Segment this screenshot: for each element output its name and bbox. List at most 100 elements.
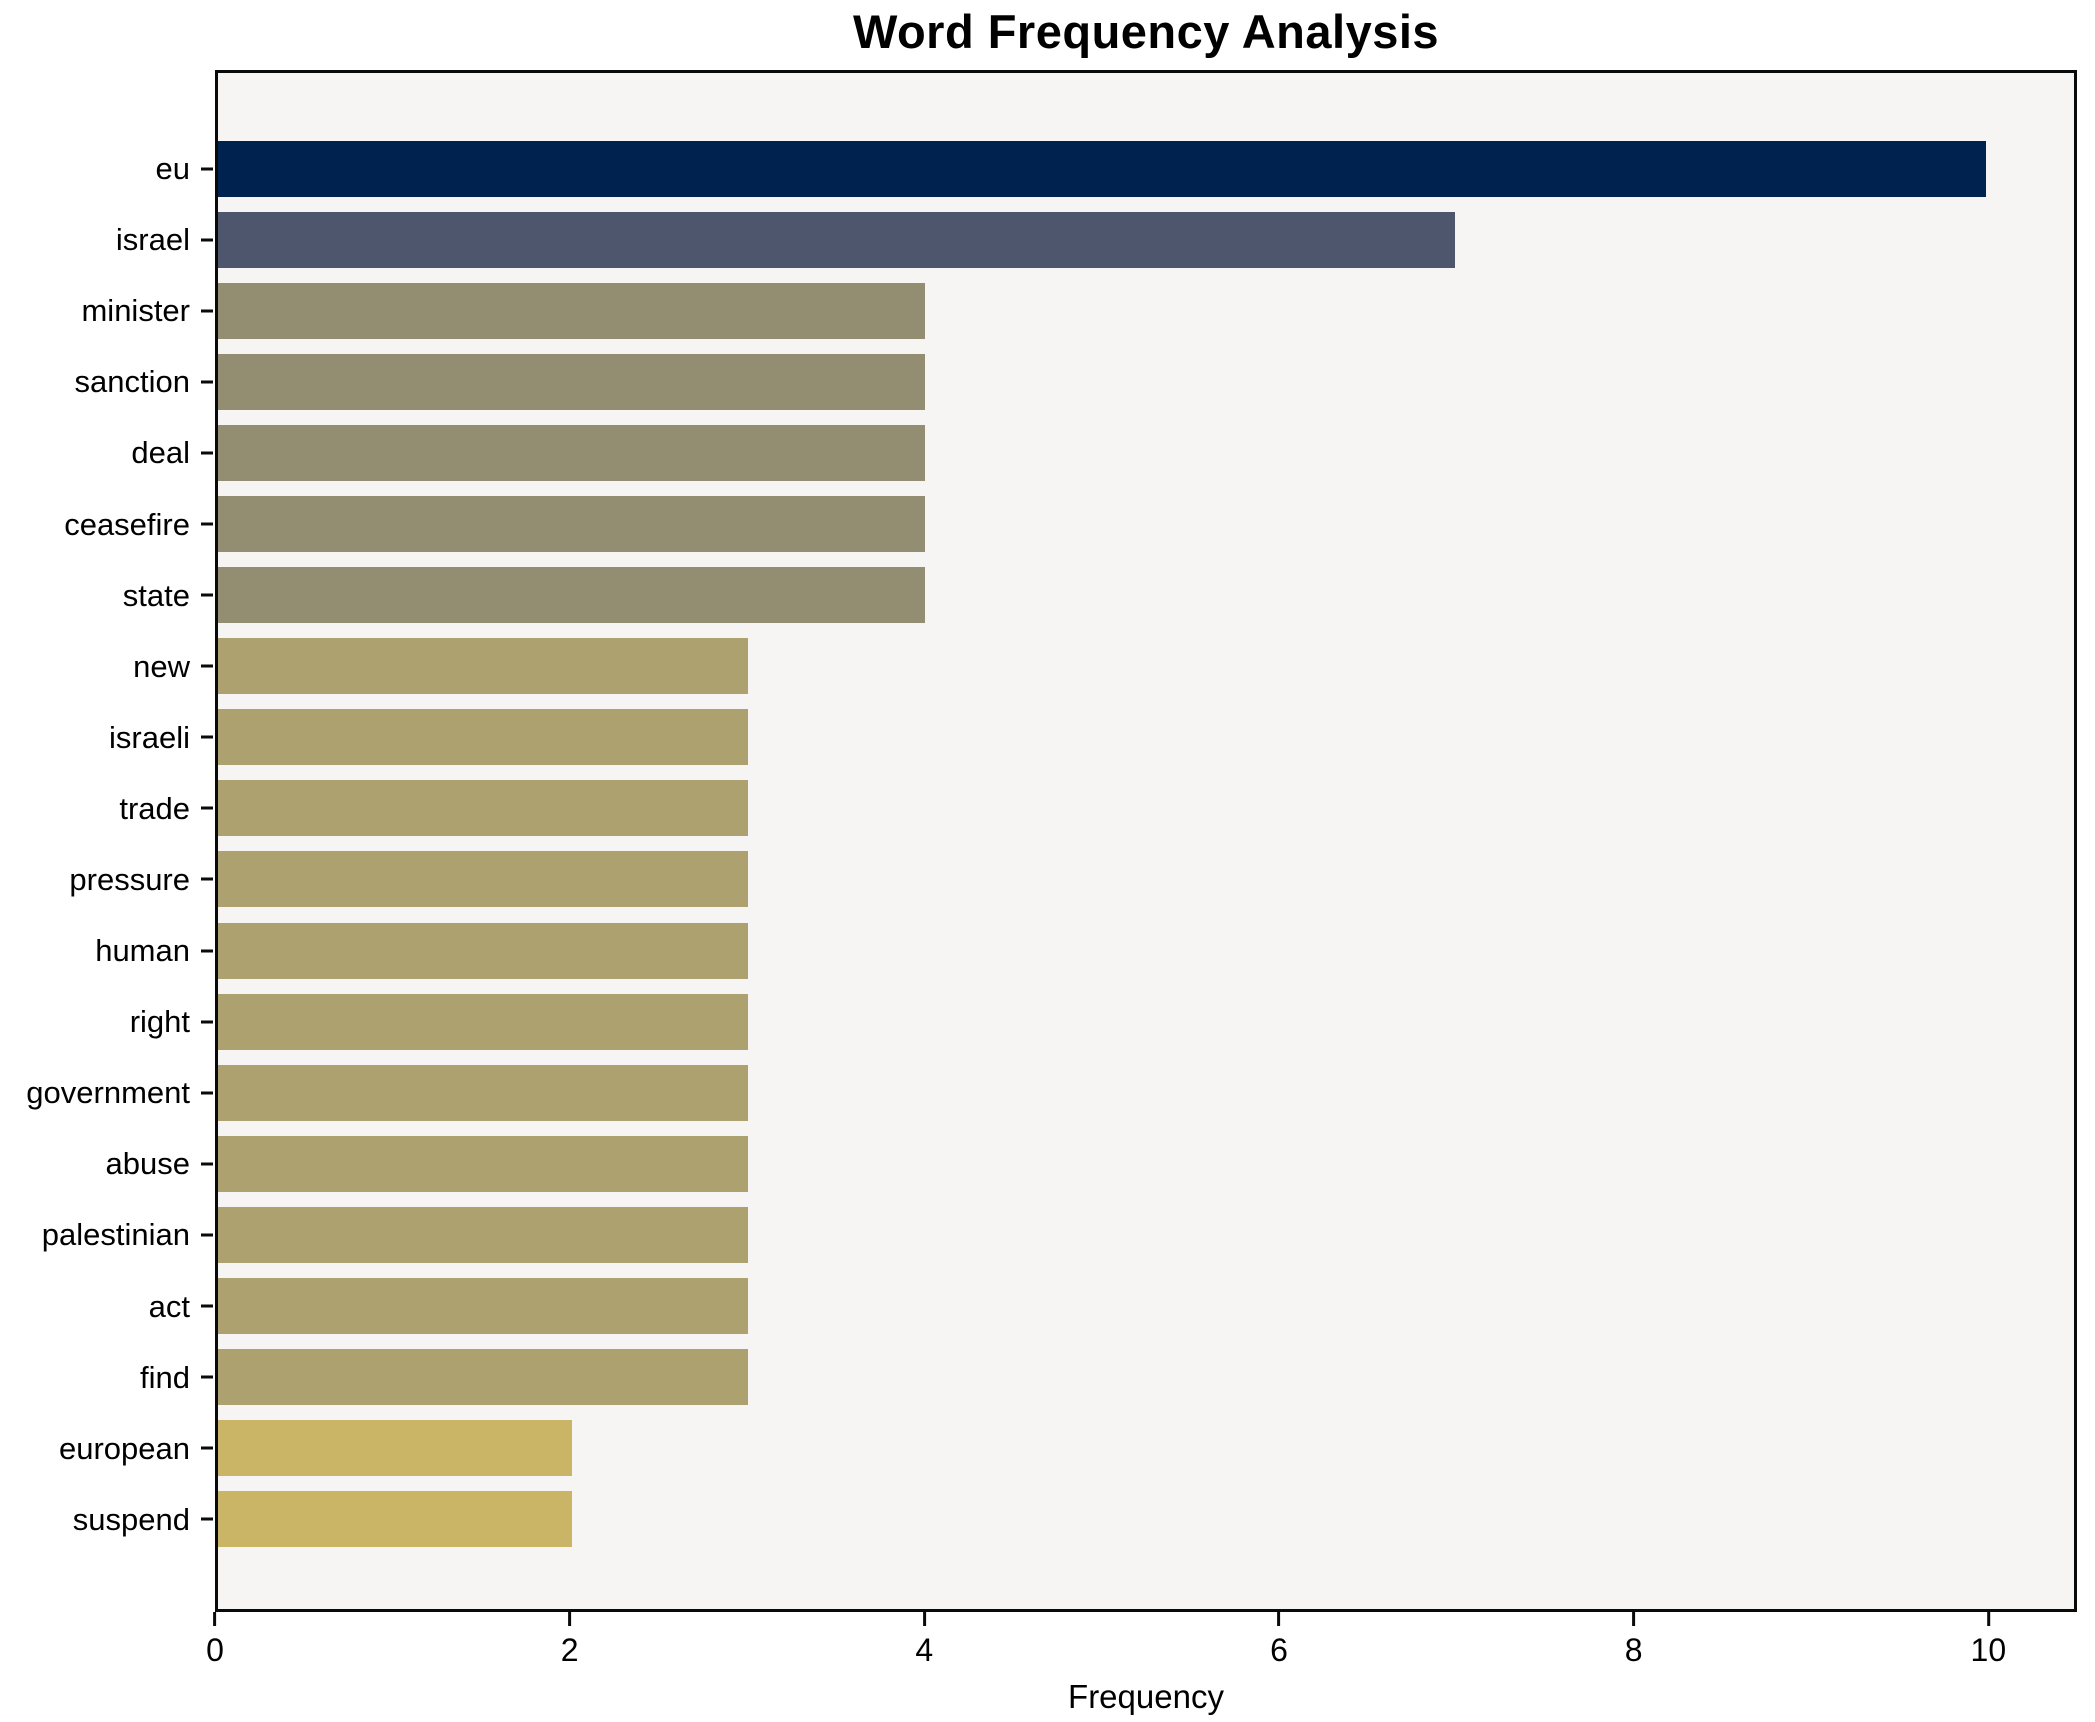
y-tick-mark: [201, 1233, 213, 1237]
x-tick: 0: [206, 1612, 224, 1666]
bar-row: sanction: [75, 346, 2074, 417]
y-tick-mark: [201, 593, 213, 597]
x-axis: 0 2 4 6 8 10: [206, 1612, 2077, 1682]
bar-israel: [218, 211, 1456, 268]
bar-row: israeli: [109, 702, 2074, 773]
x-tick: 10: [1970, 1612, 2007, 1668]
bar-suspend: [218, 1491, 572, 1548]
y-axis-label: right: [129, 1004, 190, 1040]
y-tick-mark: [201, 1446, 213, 1450]
y-axis-label: suspend: [72, 1501, 190, 1537]
bar-palestinian: [218, 1206, 749, 1263]
bar-row: suspend: [73, 1484, 2074, 1555]
bar-row: eu: [156, 133, 2074, 204]
bar-row: israel: [116, 204, 2074, 275]
bar-row: find: [140, 1342, 2074, 1413]
x-tick-label: 8: [1624, 1632, 1643, 1668]
y-axis-label: israel: [115, 222, 190, 258]
y-axis-label: minister: [81, 293, 190, 329]
y-tick-mark: [201, 877, 213, 881]
bar-israeli: [218, 709, 749, 766]
y-axis-label: palestinian: [41, 1217, 190, 1253]
x-tick-mark: [1277, 1612, 1281, 1626]
bar-trade: [218, 780, 749, 837]
bar-row: abuse: [106, 1128, 2074, 1199]
y-axis-label: trade: [119, 790, 190, 826]
x-tick-label: 2: [560, 1632, 579, 1668]
bar-row: new: [133, 631, 2074, 702]
y-axis-label: new: [133, 648, 190, 684]
bar-sanction: [218, 353, 926, 410]
x-tick-mark: [922, 1612, 926, 1626]
bar-right: [218, 993, 749, 1050]
y-axis-label: human: [95, 933, 190, 969]
bar-find: [218, 1349, 749, 1406]
bars-container: eu israel minister sanction deal ceasefire sta…: [26, 133, 2074, 1555]
x-tick: 4: [915, 1612, 933, 1666]
x-tick-mark: [1632, 1612, 1636, 1626]
y-tick-mark: [201, 167, 213, 171]
bar-row: government: [26, 1057, 2074, 1128]
bar-eu: [218, 140, 1986, 197]
x-tick-mark: [213, 1612, 217, 1626]
bar-minister: [218, 282, 926, 339]
y-tick-mark: [201, 1375, 213, 1379]
y-tick-mark: [201, 238, 213, 242]
bar-row: ceasefire: [64, 488, 2074, 559]
y-tick-mark: [201, 451, 213, 455]
y-tick-mark: [201, 309, 213, 313]
bar-row: pressure: [69, 844, 2074, 915]
bar-act: [218, 1278, 749, 1335]
bar-row: trade: [119, 773, 2074, 844]
bar-row: act: [149, 1271, 2074, 1342]
y-tick-mark: [201, 1020, 213, 1024]
x-axis-label: Frequency: [1068, 1678, 1224, 1715]
bar-row: palestinian: [42, 1199, 2074, 1270]
y-tick-mark: [201, 1517, 213, 1521]
bar-row: right: [130, 986, 2074, 1057]
x-tick-mark: [568, 1612, 572, 1626]
y-tick-mark: [201, 806, 213, 810]
x-tick-label: 10: [1970, 1632, 2007, 1668]
y-tick-mark: [201, 735, 213, 739]
x-tick-label: 4: [915, 1632, 934, 1668]
y-axis-label: ceasefire: [64, 506, 190, 542]
chart-title: Word Frequency Analysis: [852, 5, 1440, 58]
bar-european: [218, 1420, 572, 1477]
y-tick-mark: [201, 522, 213, 526]
x-tick: 2: [561, 1612, 579, 1666]
x-tick-label: 0: [206, 1632, 224, 1668]
y-axis-label: government: [26, 1075, 190, 1111]
y-axis-label: pressure: [69, 861, 190, 897]
bar-row: minister: [81, 275, 2074, 346]
x-tick-label: 6: [1270, 1632, 1288, 1668]
y-tick-mark: [201, 1091, 213, 1095]
y-tick-mark: [201, 949, 213, 953]
y-axis-label: abuse: [105, 1146, 190, 1182]
y-axis-label: deal: [131, 435, 190, 471]
bar-row: human: [95, 915, 2074, 986]
bar-human: [218, 922, 749, 979]
bar-state: [218, 567, 926, 624]
x-tick: 6: [1270, 1612, 1288, 1666]
y-axis-label: sanction: [74, 364, 190, 400]
bar-row: european: [59, 1413, 2074, 1484]
bar-row: deal: [131, 417, 2074, 488]
bar-ceasefire: [218, 496, 926, 553]
bar-new: [218, 638, 749, 695]
bar-abuse: [218, 1135, 749, 1192]
y-tick-mark: [201, 1304, 213, 1308]
y-axis-label: israeli: [109, 719, 190, 755]
y-tick-mark: [201, 1162, 213, 1166]
bar-pressure: [218, 851, 749, 908]
bar-row: state: [123, 560, 2074, 631]
plot-area: eu israel minister sanction deal ceasefire sta…: [26, 70, 2077, 1612]
y-axis-label: eu: [155, 151, 190, 187]
bar-government: [218, 1064, 749, 1121]
bar-deal: [218, 424, 926, 481]
y-tick-mark: [201, 380, 213, 384]
x-tick-mark: [1986, 1612, 1990, 1626]
y-axis-label: find: [140, 1359, 190, 1395]
y-axis-label: act: [148, 1288, 190, 1324]
